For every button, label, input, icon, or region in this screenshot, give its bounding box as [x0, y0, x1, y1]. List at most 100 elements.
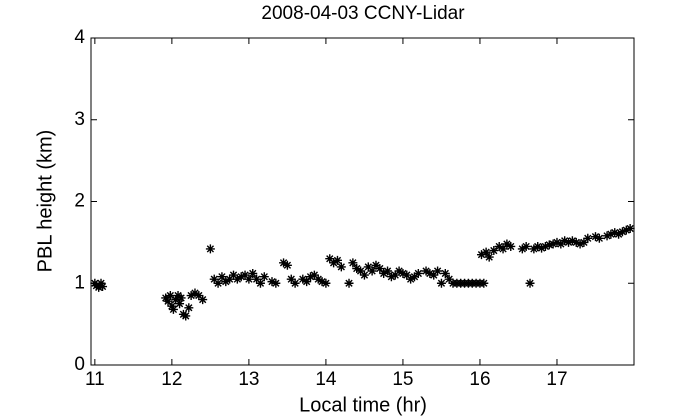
data-point	[168, 304, 178, 314]
data-point	[309, 270, 319, 280]
data-point	[402, 270, 412, 280]
data-point	[375, 264, 385, 274]
data-point	[610, 228, 620, 238]
plot-frame	[90, 37, 635, 366]
data-point	[544, 240, 554, 250]
data-point	[614, 229, 624, 239]
data-point	[386, 272, 396, 282]
data-point	[221, 277, 231, 287]
data-point	[398, 268, 408, 278]
data-point	[481, 247, 491, 257]
data-point	[94, 282, 104, 292]
data-point	[579, 237, 589, 247]
data-point	[367, 266, 377, 276]
data-point	[594, 233, 604, 243]
x-tick-label: 17	[546, 369, 567, 390]
data-point	[571, 237, 581, 247]
data-point	[259, 272, 269, 282]
data-point	[590, 232, 600, 242]
data-point	[317, 277, 327, 287]
data-point	[440, 268, 450, 278]
data-point	[181, 311, 191, 321]
x-tick-label: 13	[238, 369, 259, 390]
data-point	[371, 260, 381, 270]
data-point	[433, 266, 443, 276]
data-point	[286, 274, 296, 284]
data-point	[267, 277, 277, 287]
data-point	[575, 239, 585, 249]
y-axis-label: PBL height (km)	[34, 130, 56, 273]
y-tick-label: 3	[74, 109, 85, 130]
data-point	[167, 301, 177, 311]
data-point	[476, 250, 486, 260]
x-tick-label: 15	[392, 369, 413, 390]
data-point	[344, 278, 354, 288]
data-point	[359, 270, 369, 280]
x-tick-label: 16	[469, 369, 490, 390]
data-point	[165, 291, 175, 301]
data-point	[625, 223, 635, 233]
data-point	[228, 270, 238, 280]
data-point	[236, 272, 246, 282]
data-point	[537, 243, 547, 253]
data-point	[413, 268, 423, 278]
y-tick-label: 1	[74, 272, 85, 293]
data-point	[533, 241, 543, 251]
data-point	[306, 272, 316, 282]
data-point	[436, 278, 446, 288]
y-tick-label: 0	[74, 354, 85, 375]
data-point	[271, 278, 281, 288]
data-point	[429, 270, 439, 280]
data-point	[282, 260, 292, 270]
data-point	[363, 262, 373, 272]
data-point	[194, 291, 204, 301]
data-point	[529, 244, 539, 254]
x-tick-label: 11	[85, 369, 105, 390]
data-point	[521, 241, 531, 251]
data-point	[198, 295, 208, 305]
data-point	[279, 258, 289, 268]
data-point	[502, 239, 512, 249]
data-point	[606, 229, 616, 239]
data-point	[525, 278, 535, 288]
data-point	[205, 244, 215, 254]
data-point	[494, 241, 504, 251]
data-point	[556, 239, 566, 249]
data-point	[479, 278, 489, 288]
data-point	[175, 299, 185, 309]
data-point	[484, 252, 494, 262]
data-point	[163, 296, 173, 306]
data-point	[332, 255, 342, 265]
data-point	[248, 268, 258, 278]
x-axis-label: Local time (hr)	[299, 394, 427, 416]
data-point	[421, 266, 431, 276]
data-point	[567, 236, 577, 246]
data-point	[394, 266, 404, 276]
data-point	[498, 244, 508, 254]
data-point	[252, 274, 262, 284]
data-point	[186, 291, 196, 301]
y-tick-label: 2	[74, 191, 85, 212]
data-point	[390, 270, 400, 280]
data-point	[560, 236, 570, 246]
data-point	[184, 303, 194, 313]
data-point	[540, 241, 550, 251]
data-point	[240, 270, 250, 280]
data-point	[409, 272, 419, 282]
data-point	[290, 278, 300, 288]
data-point	[352, 264, 362, 274]
data-point	[548, 239, 558, 249]
data-point	[217, 272, 227, 282]
data-point	[98, 282, 108, 292]
x-tick-label: 14	[315, 369, 337, 390]
data-point	[325, 254, 335, 264]
data-point	[383, 266, 393, 276]
data-point	[209, 274, 219, 284]
data-point	[506, 241, 516, 251]
data-point	[617, 227, 627, 237]
data-point	[356, 266, 366, 276]
data-point	[489, 246, 499, 256]
y-tick-label: 4	[74, 27, 85, 48]
data-point	[406, 274, 416, 284]
